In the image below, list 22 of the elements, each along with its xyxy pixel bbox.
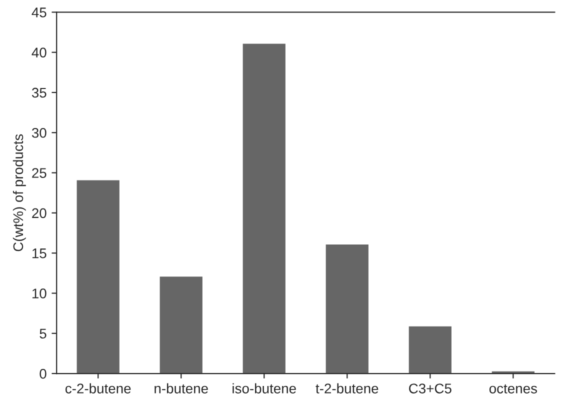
bar — [242, 44, 286, 374]
x-tick-label: iso-butene — [232, 383, 296, 394]
y-tick-label: 10 — [32, 288, 46, 298]
y-axis-title: C(wt%) of products — [12, 134, 26, 252]
y-tick-label: 25 — [32, 168, 46, 178]
y-tick-label: 30 — [32, 128, 46, 138]
y-tick-label: 45 — [32, 8, 46, 18]
y-tick-label: 15 — [32, 248, 46, 258]
y-tick-label: 40 — [32, 48, 46, 58]
y-tick-label: 20 — [32, 208, 46, 218]
x-tick-label: C3+C5 — [409, 384, 452, 394]
x-tick-label: octenes — [489, 384, 537, 394]
bar — [160, 276, 202, 374]
bar — [76, 180, 120, 374]
x-tick-label: t-2-butene — [316, 383, 378, 394]
y-tick-label: 5 — [40, 328, 46, 339]
bar — [326, 244, 368, 374]
y-tick-label: 35 — [32, 88, 46, 98]
y-tick-label: 0 — [40, 368, 46, 379]
x-tick-label: n-butene — [154, 383, 208, 394]
x-tick-label: c-2-butene — [66, 383, 131, 394]
bar — [408, 326, 452, 374]
